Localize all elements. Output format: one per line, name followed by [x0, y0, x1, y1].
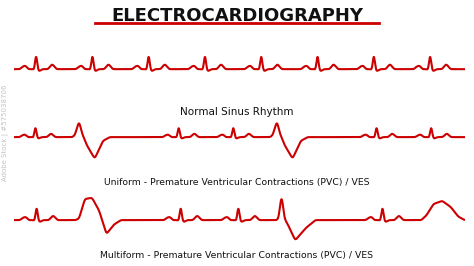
Text: Uniform - Premature Ventricular Contractions (PVC) / VES: Uniform - Premature Ventricular Contract…	[104, 178, 370, 187]
Text: ELECTROCARDIOGRAPHY: ELECTROCARDIOGRAPHY	[111, 7, 363, 25]
Text: Adobe Stock | #575038706: Adobe Stock | #575038706	[2, 85, 9, 181]
Text: Multiform - Premature Ventricular Contractions (PVC) / VES: Multiform - Premature Ventricular Contra…	[100, 251, 374, 260]
Text: Normal Sinus Rhythm: Normal Sinus Rhythm	[180, 107, 294, 117]
